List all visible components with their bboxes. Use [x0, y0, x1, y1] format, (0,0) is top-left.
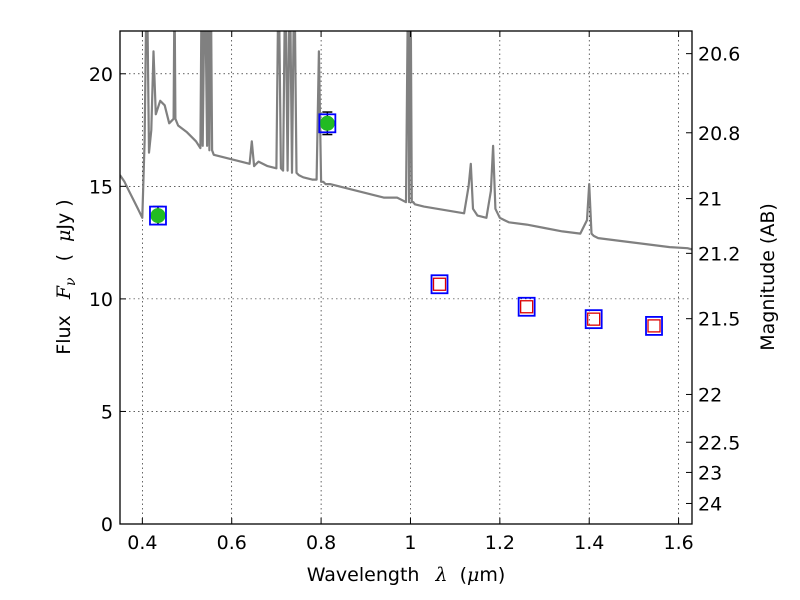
x-tick-label: 1.2: [485, 532, 515, 554]
model-photometry-box: [645, 315, 663, 336]
y-axis-label-subscript: ν: [63, 277, 79, 286]
model-photometry-box: [318, 113, 337, 134]
model-photometry-box: [517, 296, 536, 317]
x-tick-label: 0.8: [306, 532, 336, 554]
y2-tick-label: 24: [698, 493, 722, 515]
y-axis-label-open: (: [53, 254, 75, 261]
y2-tick-label: 20.6: [698, 44, 740, 66]
y-axis-label: Flux Fν ( μJy ): [53, 199, 80, 354]
model-spectrum-layer: [120, 31, 692, 251]
y-tick-label: 20: [89, 64, 113, 86]
x-tick-label: 0.6: [217, 532, 247, 554]
y2-tick-label: 22: [698, 384, 722, 406]
points-layer: [149, 111, 663, 336]
x-tick-label: 1.6: [663, 532, 693, 554]
plot-frame: [119, 30, 693, 525]
y-axis-label-text: Flux: [53, 315, 75, 355]
y2-tick-label: 21: [698, 189, 722, 211]
y2-ticks: 20.6 20.8 21 21.2 21.5 22 22.5 23 24: [686, 44, 740, 515]
y2-tick-label: 20.8: [698, 123, 740, 145]
model-photometry-box: [149, 205, 167, 226]
x-ticks: 0.4 0.6 0.8 1 1.2 1.4 1.6: [127, 31, 694, 554]
y-tick-label: 15: [89, 176, 113, 198]
synthetic-point: [432, 277, 447, 291]
model-photometry-box: [430, 274, 449, 295]
x-axis-label-open: (: [460, 564, 467, 586]
synthetic-point: [520, 300, 534, 314]
y-ticks: 0 5 10 15 20: [89, 64, 126, 536]
x-axis-label-symbol: λ: [434, 564, 447, 586]
x-tick-label: 1: [404, 532, 416, 554]
x-axis-label-mu: μ: [467, 564, 479, 586]
y-axis-label-mu: μ: [53, 230, 75, 242]
observed-point: [150, 208, 166, 224]
model-spectrum-line: [120, 31, 692, 251]
y-tick-label: 5: [101, 401, 113, 423]
model-photometry-box: [584, 309, 603, 330]
synthetic-point: [587, 312, 601, 326]
y2-tick-label: 21.5: [698, 309, 740, 331]
observed-point: [319, 115, 335, 131]
y-axis-label-symbol: F: [53, 285, 75, 300]
y2-axis-label: Magnitude (AB): [757, 203, 779, 351]
x-axis-label-unit: m): [479, 564, 505, 586]
y2-tick-label: 21.2: [698, 243, 740, 265]
synthetic-point: [647, 319, 661, 333]
x-axis-label: Wavelength λ (μm): [307, 564, 506, 586]
y-axis-label-unit: Jy ): [53, 199, 75, 230]
x-tick-label: 0.4: [127, 532, 157, 554]
y-tick-label: 0: [101, 514, 113, 536]
y2-tick-label: 22.5: [698, 432, 740, 454]
x-tick-label: 1.4: [574, 532, 604, 554]
y2-tick-label: 23: [698, 462, 722, 484]
y-tick-label: 10: [89, 289, 113, 311]
x-axis-label-text: Wavelength: [307, 564, 420, 586]
